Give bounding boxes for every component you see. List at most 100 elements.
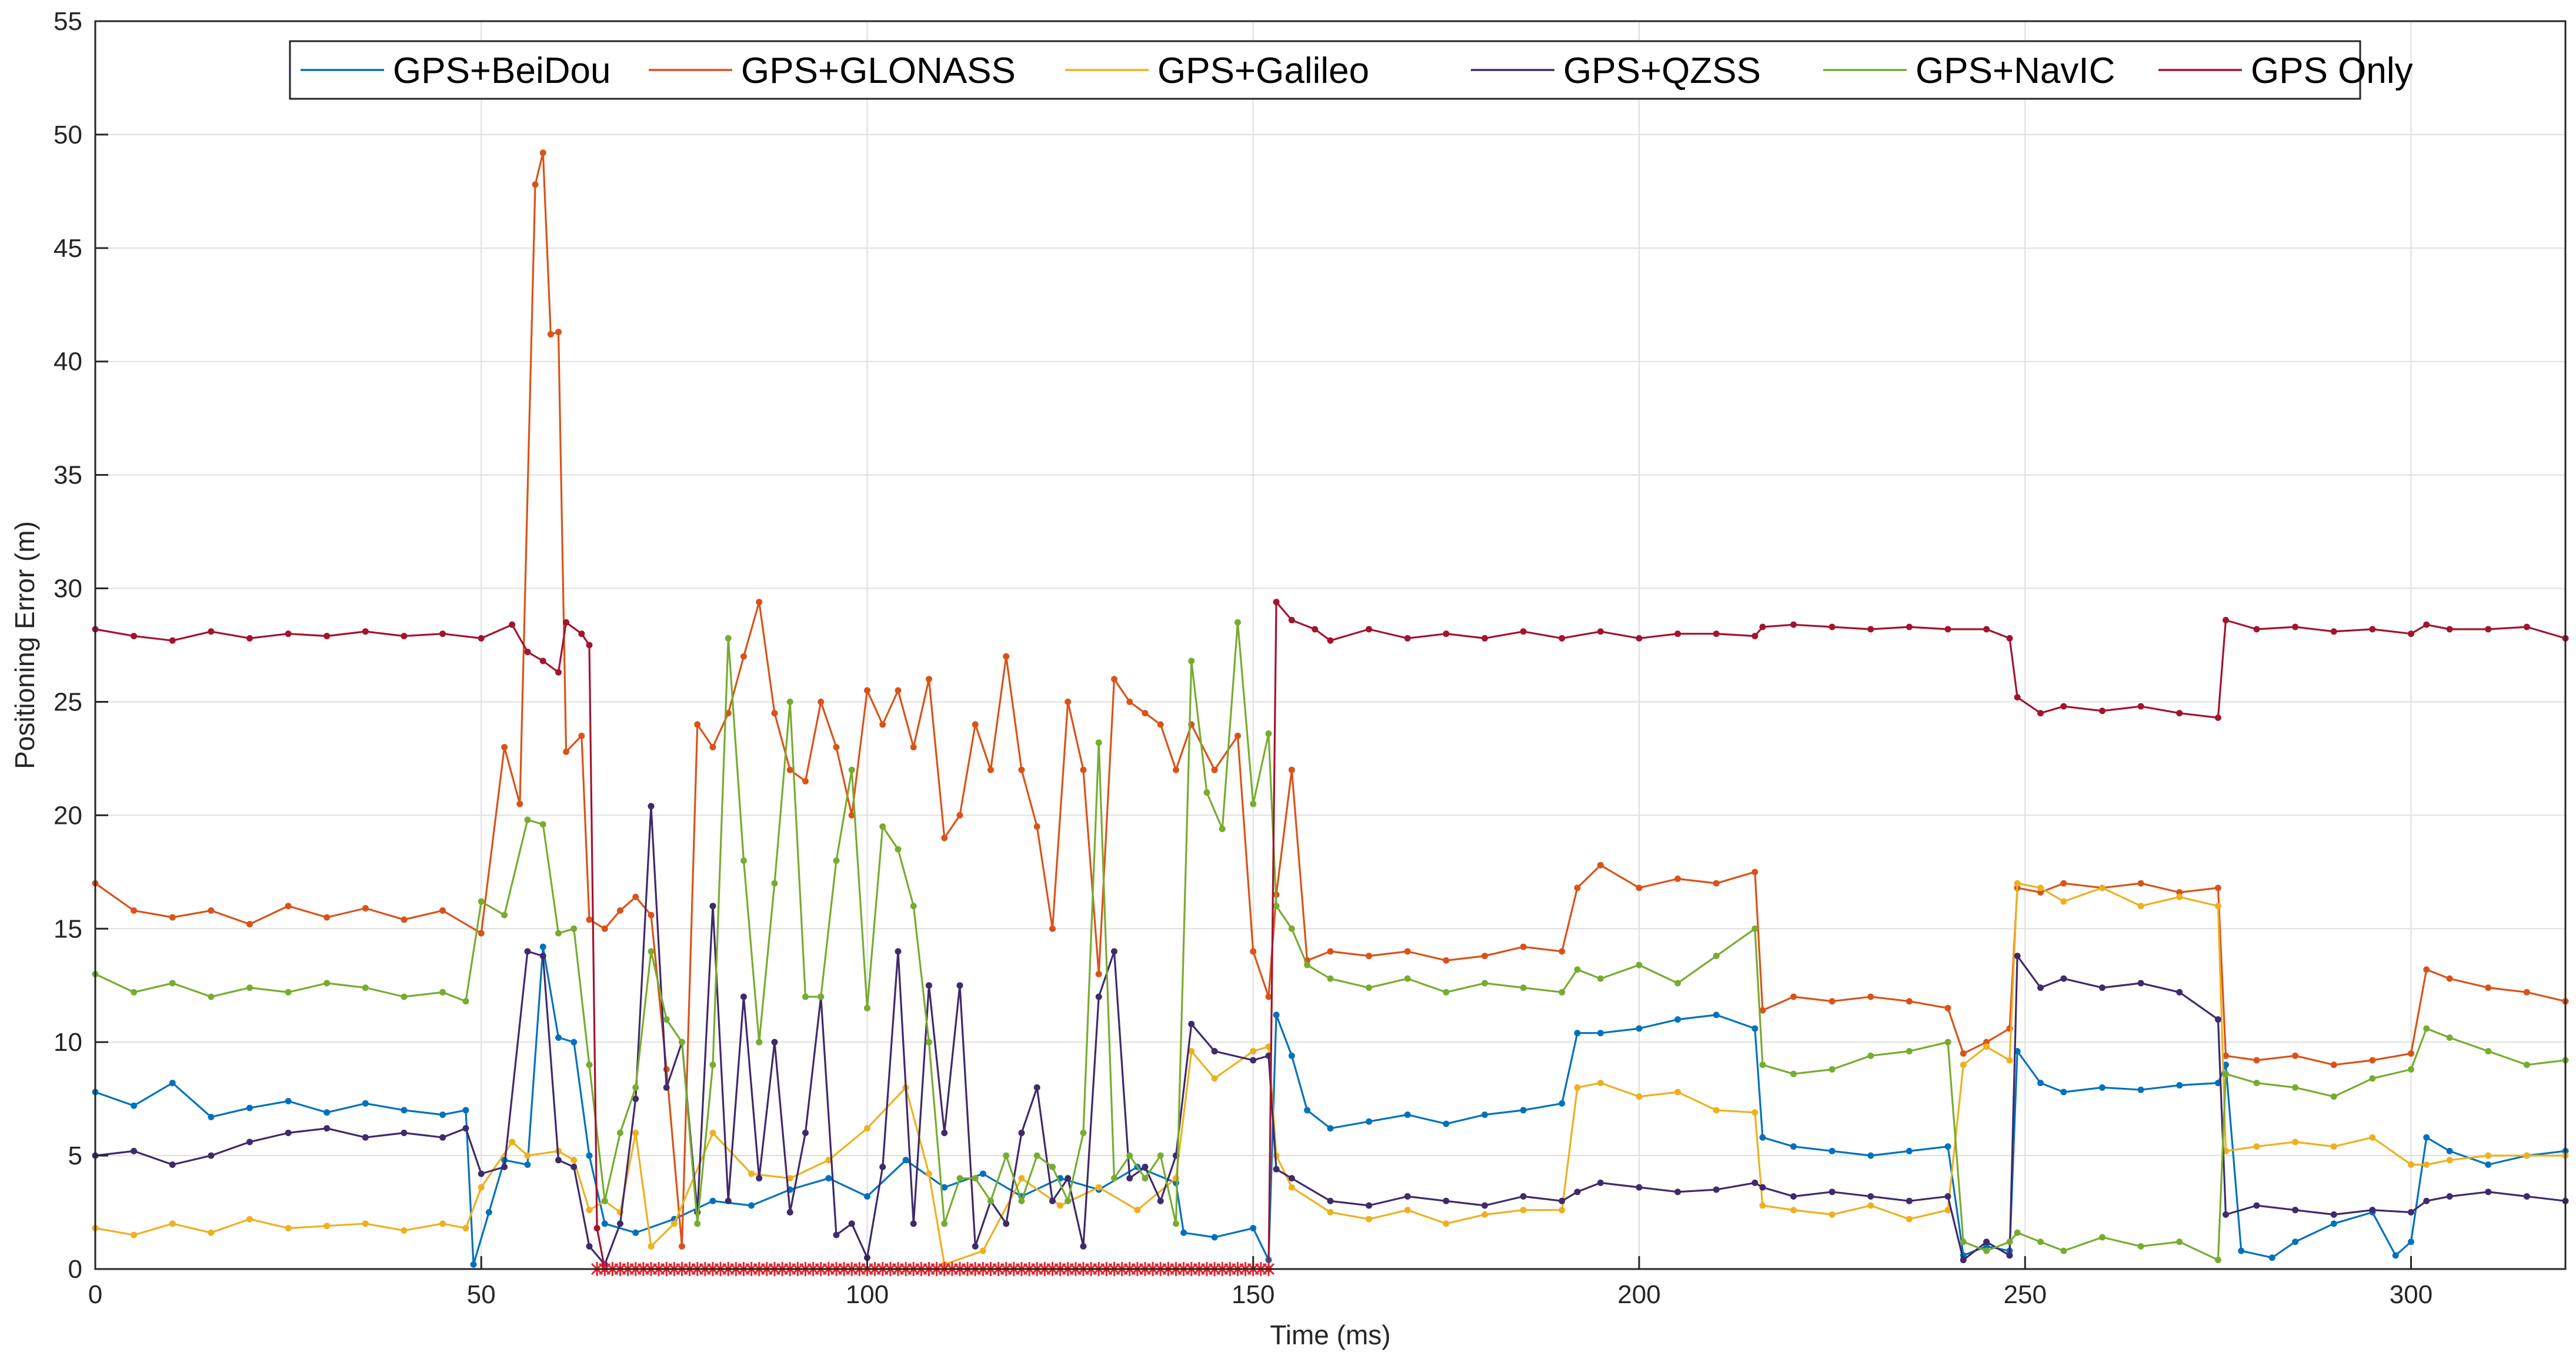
- point-gps-only-3: [208, 628, 215, 635]
- point-gps-galileo-31: [1018, 1175, 1025, 1182]
- point-gps-qzss-57: [1211, 1048, 1218, 1055]
- point-gps-only-35: [1751, 633, 1759, 640]
- y-tick-label-8: 40: [54, 348, 82, 376]
- point-gps-qzss-87: [2099, 984, 2105, 991]
- point-gps-only-55: [2369, 626, 2376, 633]
- point-gps-galileo-70: [2214, 903, 2221, 910]
- point-gps-qzss-52: [1126, 1175, 1133, 1182]
- point-gps-qzss-28: [756, 1175, 763, 1182]
- point-gps-navic-60: [1250, 800, 1257, 807]
- point-gps-only-52: [2253, 626, 2260, 633]
- point-gps-beidou-60: [1944, 1143, 1951, 1150]
- point-gps-glonass-32: [786, 766, 793, 773]
- point-gps-qzss-89: [2176, 989, 2183, 996]
- point-gps-beidou-53: [1713, 1011, 1720, 1019]
- point-gps-only-53: [2292, 623, 2299, 630]
- point-gps-beidou-9: [439, 1111, 446, 1118]
- point-gps-navic-26: [725, 635, 732, 642]
- point-gps-glonass-29: [740, 653, 747, 660]
- axes-frame: [94, 20, 2567, 1270]
- point-gps-glonass-48: [1033, 823, 1040, 830]
- point-gps-qzss-14: [539, 953, 546, 960]
- point-gps-glonass-25: [679, 1243, 685, 1250]
- point-gps-only-37: [1790, 621, 1797, 628]
- point-gps-qzss-76: [1790, 1193, 1797, 1200]
- point-gps-only-47: [2099, 707, 2105, 714]
- point-gps-qzss-74: [1751, 1179, 1759, 1186]
- point-gps-qzss-48: [1065, 1175, 1072, 1182]
- point-gps-glonass-27: [709, 744, 716, 751]
- point-gps-qzss-88: [2137, 980, 2144, 987]
- point-gps-glonass-26: [694, 721, 701, 728]
- point-gps-beidou-35: [1180, 1229, 1187, 1236]
- point-gps-navic-22: [663, 1016, 670, 1023]
- point-gps-beidou-39: [1273, 1011, 1280, 1019]
- y-tick-label-0: 0: [68, 1255, 82, 1284]
- point-gps-qzss-83: [2006, 1252, 2013, 1259]
- point-gps-galileo-69: [2176, 893, 2183, 900]
- point-gps-only-17: [586, 642, 593, 649]
- point-gps-navic-75: [1674, 980, 1681, 987]
- point-gps-navic-91: [2137, 1243, 2144, 1250]
- point-gps-qzss-44: [1003, 1220, 1010, 1227]
- point-gps-qzss-5: [285, 1130, 292, 1137]
- point-gps-glonass-30: [756, 599, 763, 606]
- point-gps-only-16: [578, 630, 585, 637]
- point-gps-only-49: [2176, 710, 2183, 717]
- point-gps-navic-9: [439, 989, 446, 996]
- point-gps-galileo-9: [439, 1220, 446, 1227]
- point-gps-navic-2: [169, 980, 176, 987]
- point-gps-beidou-44: [1404, 1111, 1411, 1118]
- point-gps-navic-33: [833, 857, 840, 864]
- point-gps-beidou-17: [570, 1039, 578, 1046]
- point-gps-navic-51: [1111, 1175, 1117, 1182]
- point-gps-galileo-73: [2292, 1138, 2299, 1146]
- point-gps-glonass-74: [1597, 862, 1604, 869]
- point-gps-qzss-1: [131, 1147, 138, 1154]
- y-tick-label-11: 55: [54, 7, 82, 36]
- point-gps-navic-96: [2292, 1084, 2299, 1091]
- point-gps-glonass-38: [879, 721, 886, 728]
- point-gps-only-14: [555, 669, 562, 676]
- point-gps-glonass-102: [2446, 975, 2453, 982]
- point-gps-only-26: [1404, 635, 1411, 642]
- point-gps-galileo-35: [1173, 1175, 1179, 1182]
- point-gps-beidou-12: [485, 1209, 492, 1216]
- point-gps-qzss-85: [2037, 984, 2044, 991]
- point-gps-glonass-75: [1636, 884, 1643, 891]
- legend-label-gps-qzss: GPS+QZSS: [1563, 51, 1761, 91]
- point-gps-qzss-73: [1713, 1186, 1720, 1193]
- point-gps-galileo-11: [478, 1184, 485, 1191]
- point-gps-qzss-65: [1443, 1197, 1450, 1204]
- series-line-gps-glonass: [95, 152, 2566, 1247]
- point-gps-glonass-34: [817, 698, 825, 705]
- point-gps-navic-97: [2330, 1093, 2337, 1100]
- point-gps-glonass-3: [208, 907, 215, 914]
- point-gps-glonass-71: [1520, 943, 1527, 950]
- point-gps-qzss-62: [1327, 1197, 1334, 1204]
- point-gps-navic-6: [323, 980, 331, 987]
- point-gps-qzss-96: [2408, 1209, 2414, 1216]
- point-gps-glonass-45: [987, 766, 994, 773]
- point-gps-only-40: [1906, 623, 1913, 630]
- x-tick-label-4: 200: [1617, 1280, 1660, 1309]
- point-gps-only-38: [1828, 623, 1836, 630]
- point-gps-beidou-45: [1443, 1120, 1450, 1127]
- point-gps-beidou-23: [748, 1202, 755, 1209]
- point-gps-beidou-57: [1828, 1147, 1836, 1154]
- point-gps-beidou-18: [586, 1152, 593, 1159]
- point-gps-navic-83: [1944, 1039, 1951, 1046]
- legend: GPS+BeiDou GPS+GLONASS GPS+Galileo GPS+QZSS…: [289, 40, 2413, 100]
- point-gps-beidou-58: [1867, 1152, 1874, 1159]
- y-tick-label-3: 15: [54, 914, 82, 943]
- x-tick-label-1: 50: [467, 1280, 496, 1309]
- point-gps-navic-12: [501, 911, 508, 919]
- point-gps-only-25: [1366, 626, 1373, 633]
- point-gps-navic-42: [972, 1175, 979, 1182]
- point-gps-glonass-78: [1751, 869, 1759, 876]
- point-gps-navic-4: [246, 984, 253, 991]
- point-gps-only-57: [2423, 621, 2430, 628]
- point-gps-only-43: [2006, 635, 2013, 642]
- point-gps-navic-77: [1751, 925, 1759, 932]
- point-gps-beidou-29: [979, 1170, 986, 1177]
